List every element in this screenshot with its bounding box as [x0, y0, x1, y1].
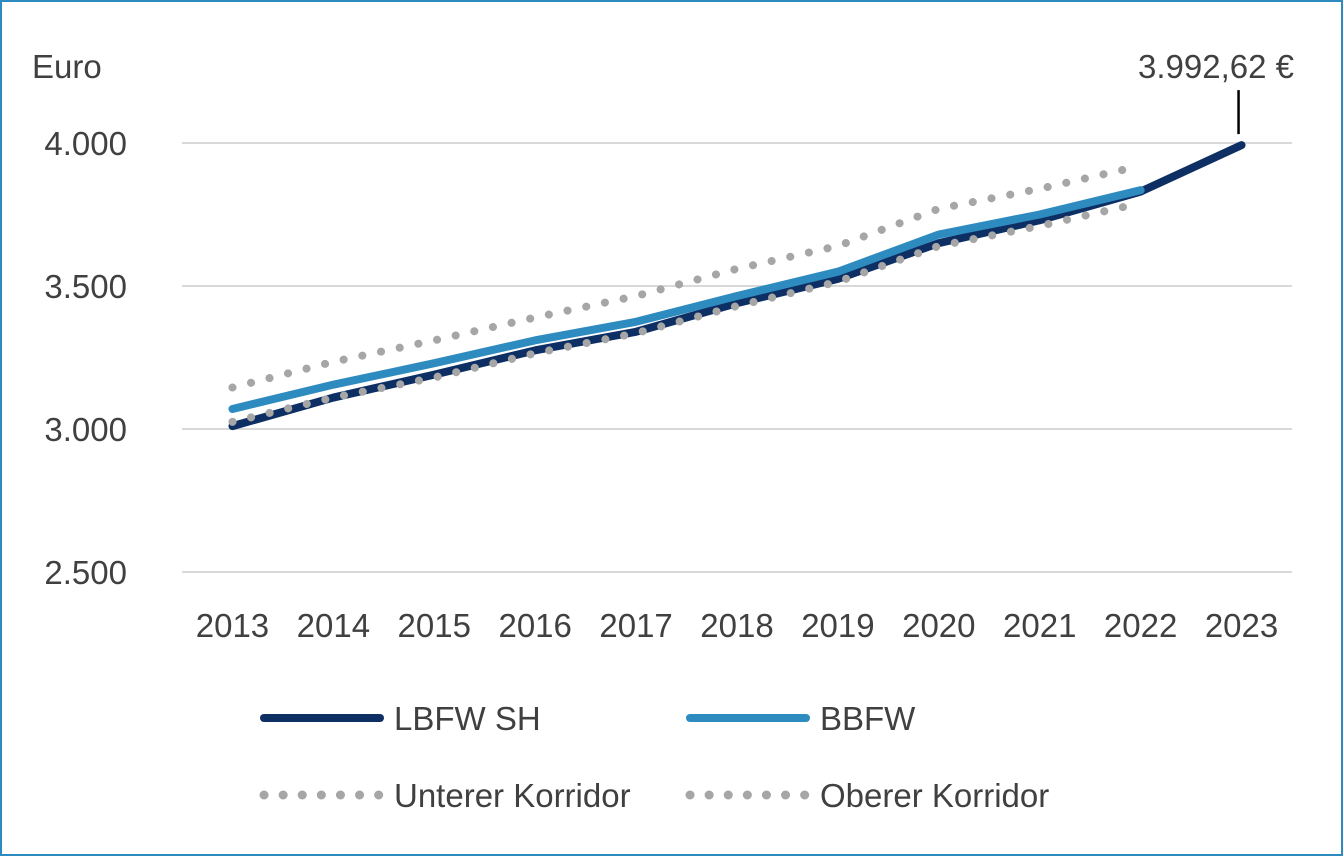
x-tick-labels: 2013 2014 2015 2016 2017 2018 2019 2020 2021 2022…	[196, 607, 1279, 644]
x-tick-label: 2013	[196, 607, 269, 644]
value-annotation: 3.992,62 €	[1138, 48, 1294, 85]
annotations: 3.992,62 €	[1138, 48, 1294, 135]
series-line-oberer-korridor	[228, 161, 1145, 392]
x-tick-label: 2022	[1104, 607, 1177, 644]
y-tick-label: 3.000	[44, 411, 127, 448]
legend-label: BBFW	[820, 700, 916, 737]
legend-label: Unterer Korridor	[394, 777, 631, 814]
x-tick-label: 2016	[498, 607, 571, 644]
series-line-bbfw	[228, 186, 1145, 413]
y-tick-label: 2.500	[44, 554, 127, 591]
series-lines	[228, 141, 1246, 431]
legend: LBFW SH BBFW Unterer Korridor Oberer Korrid…	[259, 700, 1049, 814]
y-tick-label: 4.000	[44, 125, 127, 162]
x-tick-label: 2021	[1003, 607, 1076, 644]
x-tick-label: 2018	[700, 607, 773, 644]
legend-label: Oberer Korridor	[820, 777, 1049, 814]
legend-label: LBFW SH	[394, 700, 541, 737]
gridlines	[182, 142, 1292, 573]
x-tick-label: 2014	[297, 607, 370, 644]
x-tick-label: 2019	[801, 607, 874, 644]
x-tick-label: 2023	[1205, 607, 1278, 644]
y-tick-labels: 2.500 3.000 3.500 4.000	[44, 125, 127, 591]
x-tick-label: 2020	[902, 607, 975, 644]
series-line-unterer-korridor	[228, 199, 1145, 426]
x-tick-label: 2017	[599, 607, 672, 644]
y-tick-label: 3.500	[44, 268, 127, 305]
x-tick-label: 2015	[398, 607, 471, 644]
y-axis-label: Euro	[32, 48, 102, 85]
